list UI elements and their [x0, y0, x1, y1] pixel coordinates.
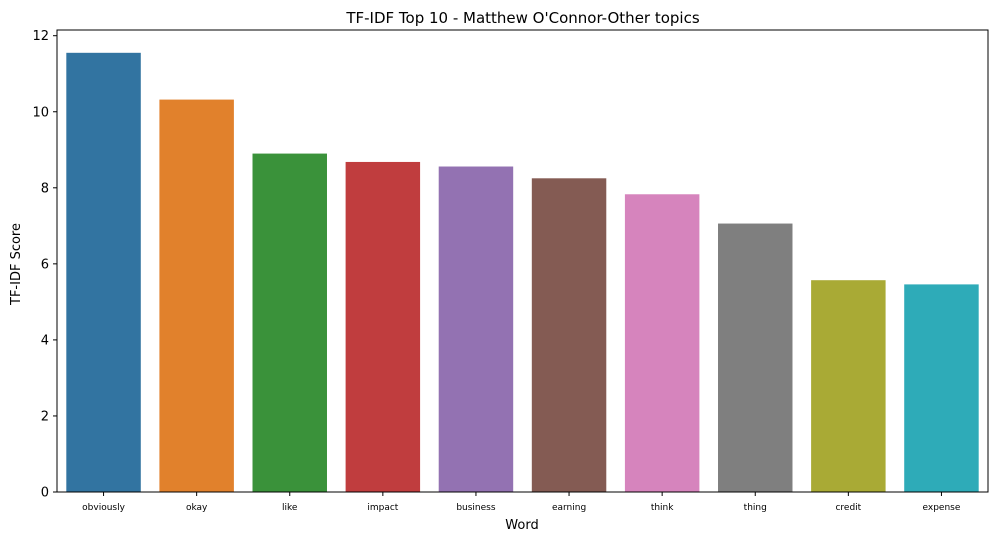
- bar-business: [438, 166, 514, 492]
- x-tick-label: impact: [367, 503, 398, 513]
- y-tick-label: 4: [41, 333, 49, 348]
- y-tick-label: 2: [41, 409, 49, 424]
- y-axis-label: TF-IDF Score: [9, 223, 24, 306]
- x-tick-label: expense: [923, 503, 961, 513]
- bar-thing: [718, 223, 793, 493]
- bar-like: [252, 153, 327, 492]
- x-tick-label: like: [282, 503, 298, 513]
- y-tick-label: 10: [32, 105, 49, 120]
- bar-think: [624, 194, 700, 492]
- x-tick-label: credit: [835, 503, 861, 513]
- x-tick-label: obviously: [82, 503, 125, 513]
- bar-expense: [904, 284, 979, 492]
- bar-okay: [159, 99, 234, 492]
- plot-frame: [56, 29, 989, 493]
- y-tick-label: 8: [41, 181, 49, 196]
- x-tick-label: thing: [744, 503, 767, 513]
- chart-title: TF-IDF Top 10 - Matthew O'Connor-Other t…: [345, 9, 700, 27]
- bar-earning: [531, 178, 607, 493]
- y-tick-label: 12: [32, 29, 49, 44]
- bar-obviously: [66, 52, 141, 493]
- x-axis-label: Word: [505, 518, 538, 533]
- x-axis-ticks: obviously okay like impact business earning th…: [82, 492, 961, 513]
- x-tick-label: business: [456, 503, 496, 513]
- y-tick-label: 0: [41, 486, 49, 501]
- bars: [66, 52, 979, 493]
- y-axis-ticks: 0 2 4 6 8 10 12: [32, 29, 57, 501]
- x-tick-label: earning: [552, 503, 586, 513]
- bar-impact: [345, 161, 421, 492]
- y-tick-label: 6: [41, 257, 49, 272]
- x-tick-label: okay: [186, 503, 208, 513]
- bar-credit: [811, 280, 886, 492]
- x-tick-label: think: [651, 503, 674, 513]
